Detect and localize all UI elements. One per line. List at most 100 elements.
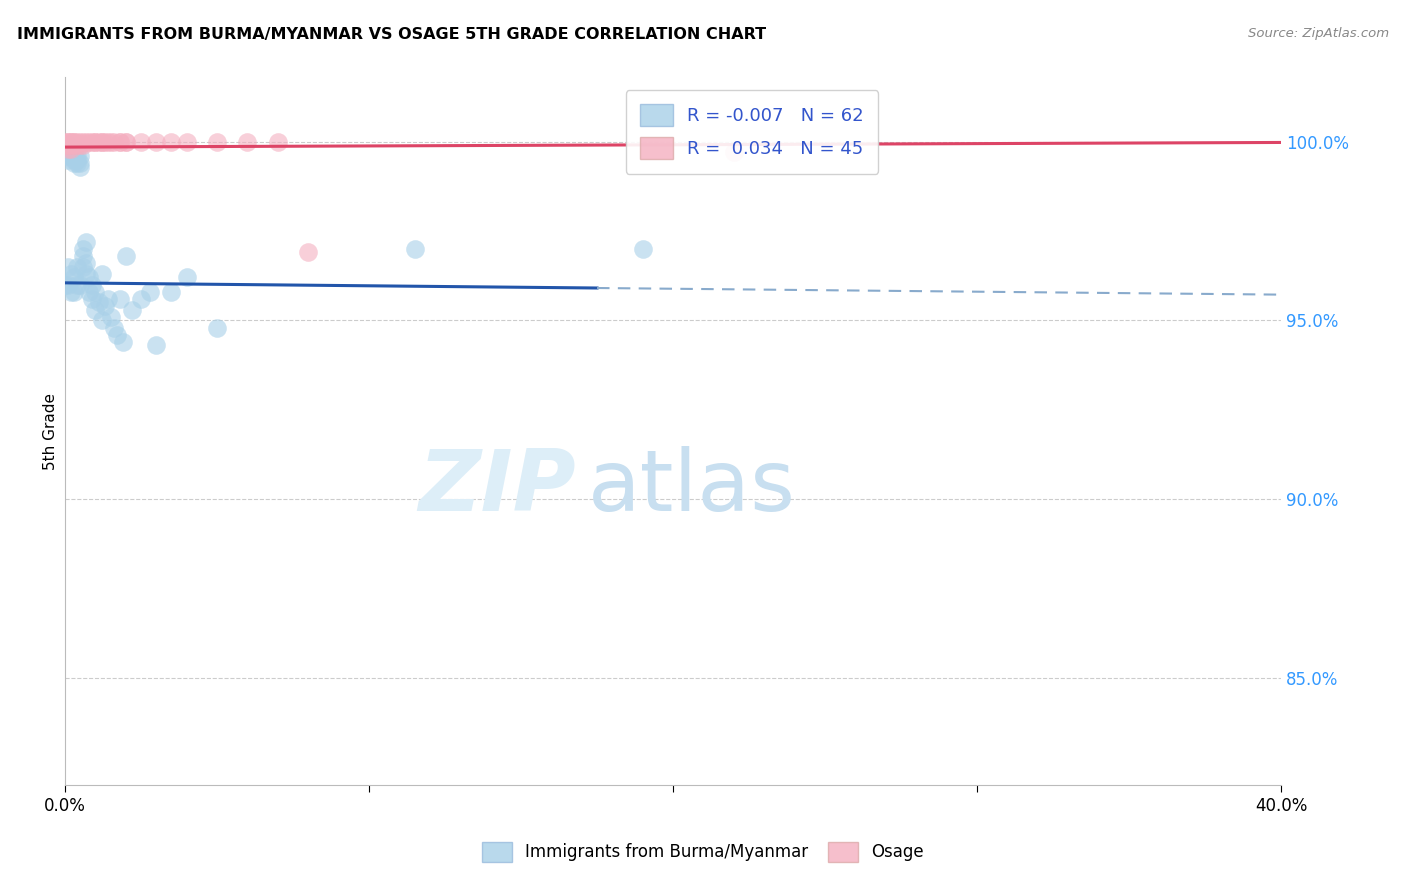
Point [72, 135, 94, 149]
Point [69, 160, 91, 174]
Point [56, 260, 79, 274]
Point [63, 270, 86, 285]
Point [60, 138, 83, 153]
Point [72, 138, 94, 153]
Point [205, 320, 228, 334]
Point [205, 135, 228, 149]
Point [53, 145, 76, 160]
Point [105, 327, 128, 342]
Legend: Immigrants from Burma/Myanmar, Osage: Immigrants from Burma/Myanmar, Osage [474, 833, 932, 871]
Point [103, 135, 125, 149]
Point [82, 277, 104, 292]
Point [236, 135, 259, 149]
Point [97, 292, 120, 306]
Point [66, 153, 89, 167]
Point [75, 267, 97, 281]
Point [63, 153, 86, 167]
Point [60, 142, 83, 156]
Point [160, 135, 183, 149]
Point [79, 270, 101, 285]
Point [404, 242, 426, 256]
Point [56, 135, 79, 149]
Point [72, 249, 94, 263]
Point [75, 135, 97, 149]
Point [79, 285, 101, 299]
Point [145, 135, 167, 149]
Point [53, 277, 76, 292]
Point [53, 135, 76, 149]
Point [69, 156, 91, 170]
Text: Source: ZipAtlas.com: Source: ZipAtlas.com [1249, 27, 1389, 40]
Point [84, 135, 107, 149]
Point [115, 135, 138, 149]
Point [84, 285, 107, 299]
Point [129, 135, 152, 149]
Point [56, 138, 79, 153]
Point [66, 260, 89, 274]
Point [60, 267, 83, 281]
Point [72, 242, 94, 256]
Point [145, 338, 167, 352]
Point [84, 302, 107, 317]
Point [129, 292, 152, 306]
Point [90, 135, 112, 149]
Point [56, 142, 79, 156]
Point [56, 135, 79, 149]
Point [56, 153, 79, 167]
Point [66, 138, 89, 153]
Legend: R = -0.007   N = 62, R =  0.034   N = 45: R = -0.007 N = 62, R = 0.034 N = 45 [626, 90, 879, 174]
Point [66, 277, 89, 292]
Point [121, 302, 143, 317]
Point [66, 156, 89, 170]
Point [108, 135, 131, 149]
Point [90, 313, 112, 327]
Point [82, 135, 104, 149]
Point [60, 135, 83, 149]
Point [63, 145, 86, 160]
Point [60, 285, 83, 299]
Point [63, 285, 86, 299]
Point [176, 135, 198, 149]
Point [69, 277, 91, 292]
Point [75, 256, 97, 270]
Point [631, 242, 654, 256]
Point [63, 156, 86, 170]
Point [69, 138, 91, 153]
Text: atlas: atlas [588, 446, 796, 529]
Point [60, 142, 83, 156]
Point [84, 135, 107, 149]
Point [79, 135, 101, 149]
Point [111, 334, 134, 349]
Point [115, 249, 138, 263]
Point [103, 320, 125, 334]
Point [100, 310, 122, 324]
Text: IMMIGRANTS FROM BURMA/MYANMAR VS OSAGE 5TH GRADE CORRELATION CHART: IMMIGRANTS FROM BURMA/MYANMAR VS OSAGE 5… [17, 27, 766, 42]
Point [723, 145, 745, 160]
Point [297, 245, 319, 260]
Point [56, 142, 79, 156]
Point [63, 135, 86, 149]
Point [108, 292, 131, 306]
Point [97, 135, 120, 149]
Text: ZIP: ZIP [418, 446, 575, 529]
Point [72, 260, 94, 274]
Point [108, 135, 131, 149]
Point [267, 135, 290, 149]
Point [100, 135, 122, 149]
Point [63, 138, 86, 153]
Point [60, 135, 83, 149]
Point [87, 295, 110, 310]
Point [66, 149, 89, 163]
Point [56, 277, 79, 292]
Point [75, 235, 97, 249]
Point [69, 149, 91, 163]
Point [93, 299, 115, 313]
Point [82, 292, 104, 306]
Point [90, 135, 112, 149]
Point [56, 149, 79, 163]
Point [63, 135, 86, 149]
Point [60, 145, 83, 160]
Point [56, 138, 79, 153]
Point [56, 138, 79, 153]
Point [53, 138, 76, 153]
